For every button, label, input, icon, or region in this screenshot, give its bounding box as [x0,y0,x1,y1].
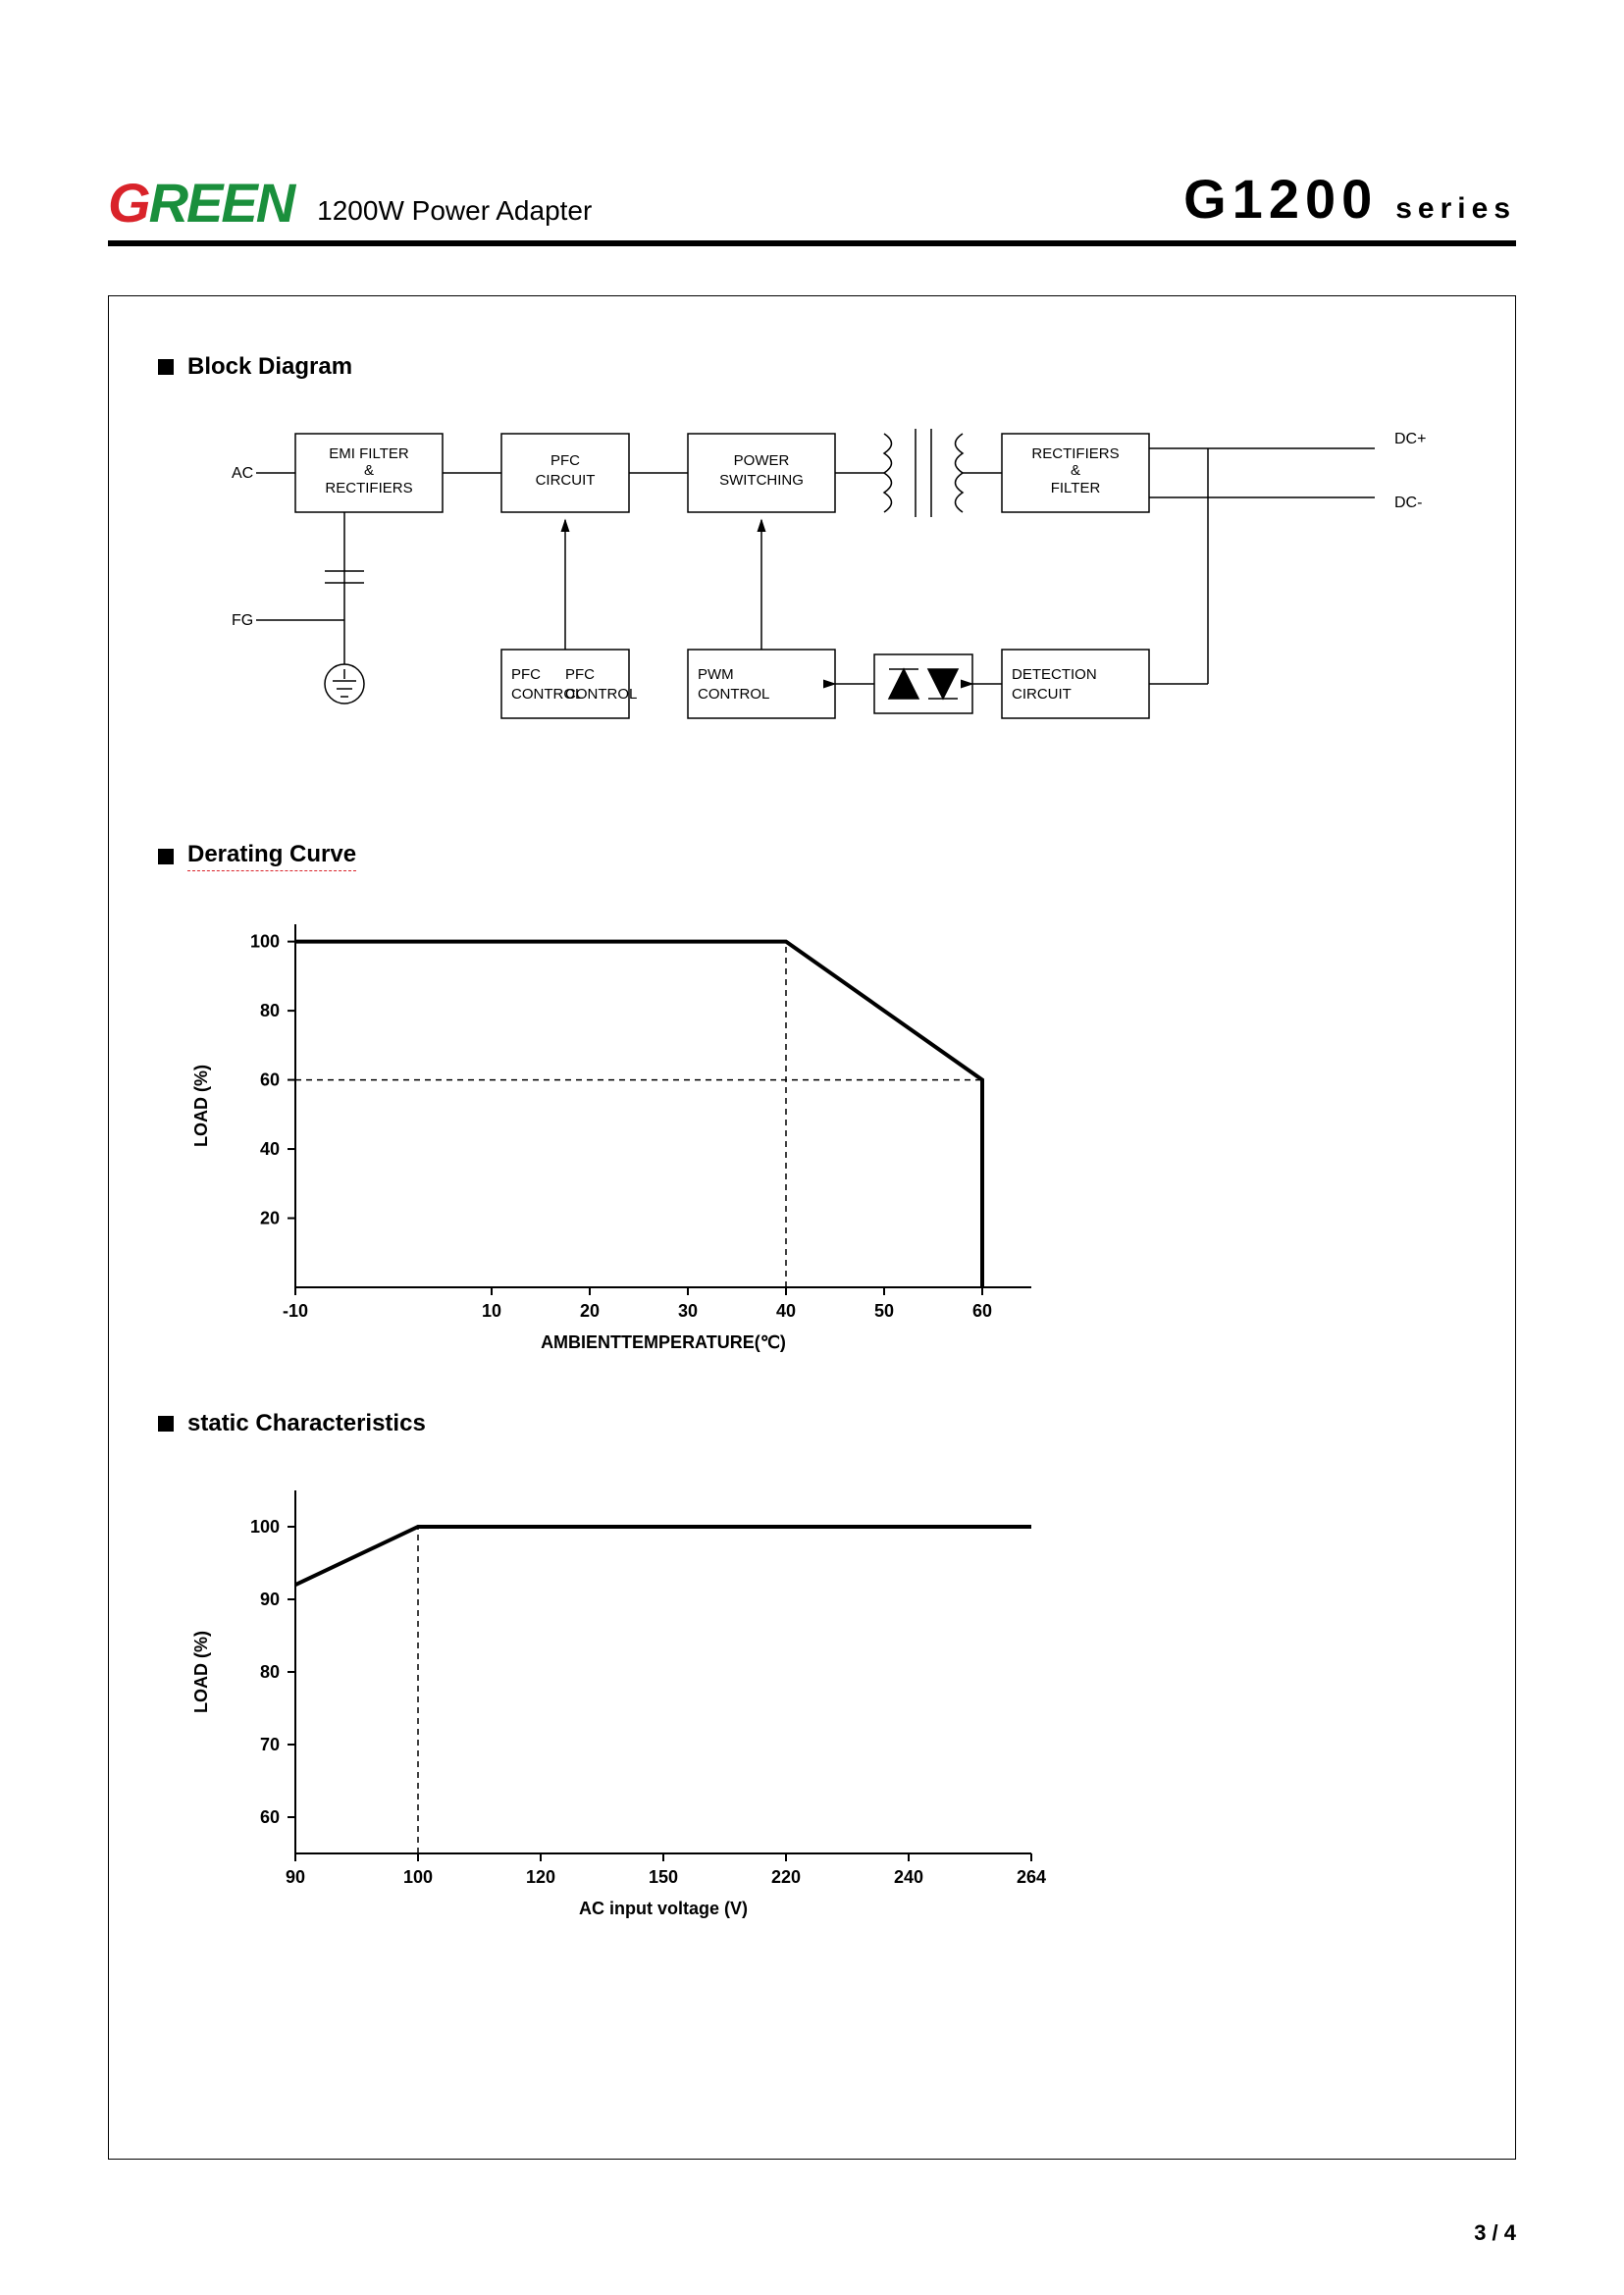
svg-text:CONTROL: CONTROL [511,686,583,703]
header-right: G1200 series [1183,167,1516,231]
svg-text:40: 40 [260,1139,280,1159]
bullet-icon [158,1416,174,1432]
block-diagram-svg: EMI FILTER & RECTIFIERS PFC CIRCUIT POWE… [178,404,1453,797]
block-diagram: EMI FILTER & RECTIFIERS PFC CIRCUIT POWE… [178,404,1486,802]
svg-text:PFC: PFC [511,666,541,683]
svg-text:FG: FG [232,612,253,629]
svg-text:CIRCUIT: CIRCUIT [536,472,596,489]
logo: GREEN [108,171,293,235]
svg-text:DC-: DC- [1394,495,1422,511]
svg-text:AMBIENTTEMPERATURE(℃): AMBIENTTEMPERATURE(℃) [541,1332,786,1352]
svg-text:40: 40 [776,1301,796,1321]
bullet-icon [158,849,174,864]
svg-text:90: 90 [260,1590,280,1609]
header-left: GREEN 1200W Power Adapter [108,171,592,235]
svg-text:PFC: PFC [550,452,580,469]
logo-reen: REEN [149,171,294,235]
svg-text:50: 50 [874,1301,894,1321]
static-chart-svg: 60 70 80 90 100 90 100 120 150 220 240 264 AC input … [178,1461,1061,1932]
series-label: series [1395,192,1516,226]
svg-text:20: 20 [260,1209,280,1228]
svg-text:60: 60 [972,1301,992,1321]
static-chart: 60 70 80 90 100 90 100 120 150 220 240 264 AC input … [178,1461,1486,1937]
svg-text:FILTER: FILTER [1051,480,1101,496]
svg-text:80: 80 [260,1662,280,1682]
page: GREEN 1200W Power Adapter G1200 series B… [0,0,1624,2295]
svg-text:RECTIFIERS: RECTIFIERS [1031,445,1119,462]
svg-text:DC+: DC+ [1394,431,1426,447]
section-title-derating: Derating Curve [158,841,1486,871]
svg-text:AC input voltage (V): AC input voltage (V) [579,1899,748,1918]
page-header: GREEN 1200W Power Adapter G1200 series [108,167,1516,246]
svg-text:60: 60 [260,1070,280,1090]
svg-text:DETECTION: DETECTION [1012,666,1097,683]
svg-text:100: 100 [403,1867,433,1887]
svg-text:90: 90 [286,1867,305,1887]
svg-text:100: 100 [250,1517,280,1537]
svg-text:120: 120 [526,1867,555,1887]
svg-text:30: 30 [678,1301,698,1321]
svg-text:PFC: PFC [565,666,595,683]
header-subtitle: 1200W Power Adapter [317,195,592,227]
content-frame: Block Diagram [108,295,1516,2160]
section-label: static Characteristics [187,1410,426,1437]
svg-text:20: 20 [580,1301,600,1321]
svg-text:60: 60 [260,1807,280,1827]
svg-text:10: 10 [482,1301,501,1321]
section-label: Block Diagram [187,353,352,381]
svg-text:240: 240 [894,1867,923,1887]
svg-text:264: 264 [1017,1867,1046,1887]
derating-chart-svg: 20 40 60 80 100 -10 10 20 30 40 50 60 AMBIENTTEMPERA… [178,895,1061,1366]
svg-text:CIRCUIT: CIRCUIT [1012,686,1072,703]
svg-text:70: 70 [260,1735,280,1754]
svg-text:LOAD (%): LOAD (%) [191,1631,211,1713]
svg-text:EMI FILTER: EMI FILTER [329,445,409,462]
svg-text:80: 80 [260,1001,280,1020]
model-number: G1200 [1183,167,1378,231]
svg-text:&: & [364,462,374,479]
section-label: Derating Curve [187,841,356,871]
svg-text:SWITCHING: SWITCHING [719,472,804,489]
svg-text:LOAD (%): LOAD (%) [191,1065,211,1147]
svg-text:100: 100 [250,932,280,952]
svg-text:150: 150 [649,1867,678,1887]
logo-g: G [108,171,149,235]
svg-text:&: & [1071,462,1080,479]
svg-text:RECTIFIERS: RECTIFIERS [325,480,412,496]
svg-text:PWM: PWM [698,666,734,683]
svg-text:-10: -10 [283,1301,308,1321]
svg-text:220: 220 [771,1867,801,1887]
svg-text:POWER: POWER [734,452,790,469]
derating-chart: 20 40 60 80 100 -10 10 20 30 40 50 60 AMBIENTTEMPERA… [178,895,1486,1371]
bullet-icon [158,359,174,375]
svg-text:AC: AC [232,465,253,482]
svg-text:CONTROL: CONTROL [698,686,769,703]
page-number: 3 / 4 [1474,2220,1516,2246]
section-title-block: Block Diagram [158,353,1486,381]
section-title-static: static Characteristics [158,1410,1486,1437]
